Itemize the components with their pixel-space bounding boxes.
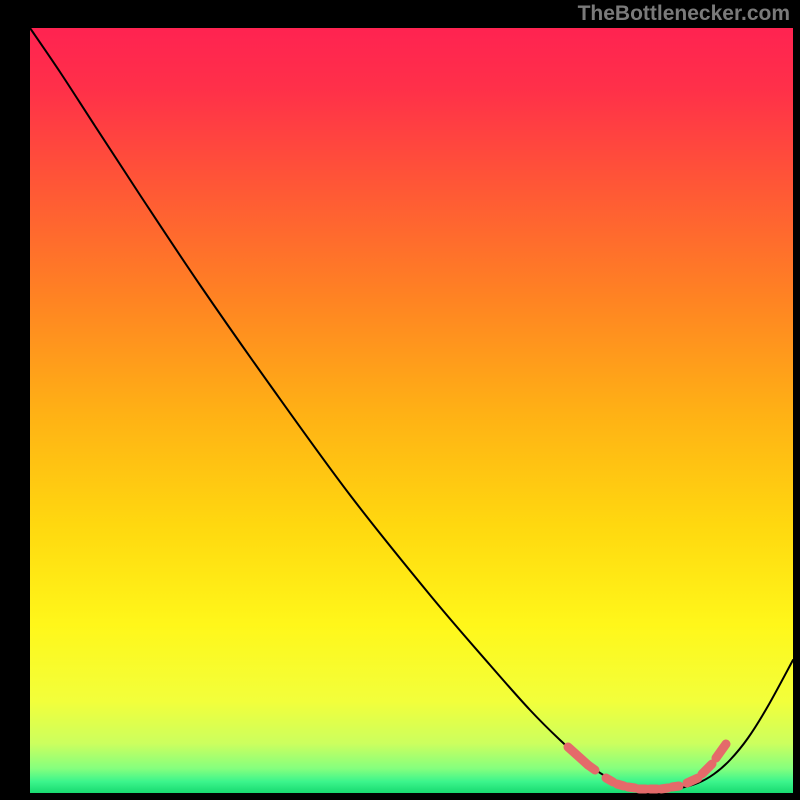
gradient-plot-area — [30, 28, 793, 793]
highlight-dot — [661, 788, 668, 789]
bottleneck-chart — [0, 0, 800, 800]
highlight-dot — [687, 778, 698, 783]
highlight-dot — [628, 787, 635, 788]
highlight-dot — [588, 765, 595, 770]
highlight-dot — [617, 784, 624, 786]
highlight-dot — [606, 778, 613, 782]
highlight-dot — [672, 786, 679, 787]
watermark-text: TheBottlenecker.com — [578, 2, 790, 26]
